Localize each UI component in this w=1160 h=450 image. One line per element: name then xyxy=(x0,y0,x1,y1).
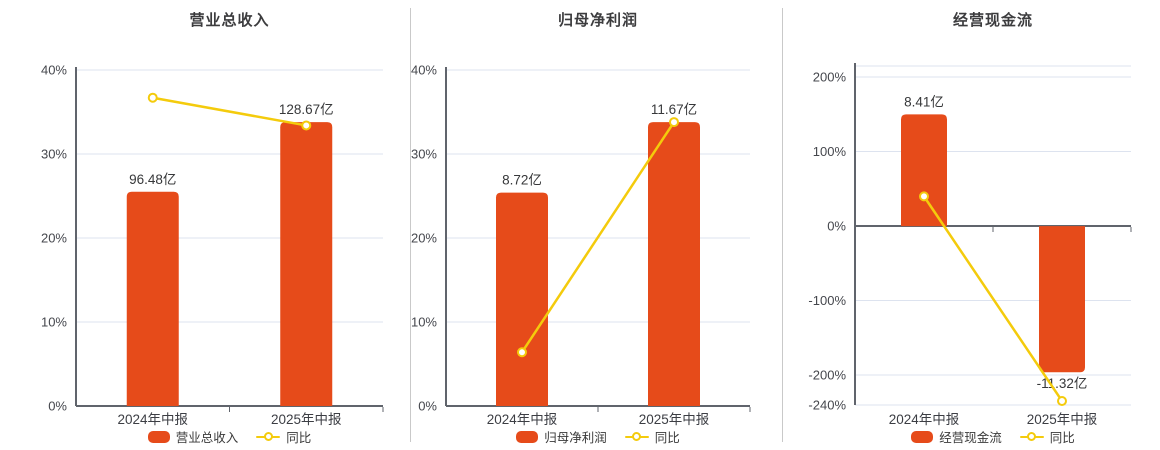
chart-panel-cash-flow: 经营现金流 200% 100% 0% -100% -200% -240% 8.41亿 -11.… xyxy=(782,0,1160,450)
legend-item-line[interactable]: 同比 xyxy=(624,427,680,446)
line-marker-icon xyxy=(1019,431,1044,443)
y-tick-label: -100% xyxy=(808,293,846,308)
category-label: 2025年中报 xyxy=(271,412,342,427)
y-tick-label: 0% xyxy=(827,219,846,234)
category-label: 2024年中报 xyxy=(117,412,188,427)
panel-divider xyxy=(410,8,411,442)
trend-point xyxy=(1057,395,1067,406)
y-tick-label: 100% xyxy=(813,144,847,159)
bar xyxy=(901,114,947,227)
trend-line xyxy=(151,96,308,127)
chart-canvas-1: 40% 30% 20% 10% 0% 8.72亿 11.67亿 2024年中报 2025年中报 xyxy=(411,63,751,427)
legend-line-label: 同比 xyxy=(1049,431,1075,445)
trend-point xyxy=(517,347,527,358)
panel-divider xyxy=(782,8,783,442)
chart-title: 归母净利润 xyxy=(557,12,638,29)
bar-value-label: 11.67亿 xyxy=(651,102,697,117)
y-tick-label: -240% xyxy=(808,398,846,413)
y-tick-label: 20% xyxy=(411,231,437,246)
legend-item-line[interactable]: 同比 xyxy=(1019,427,1075,446)
y-tick-label: 10% xyxy=(411,315,437,330)
y-tick-label: 0% xyxy=(48,399,67,414)
legend-item-bar[interactable]: 归母净利润 xyxy=(516,427,607,446)
bar xyxy=(496,192,548,406)
bar-value-label: 8.72亿 xyxy=(502,173,542,188)
category-label: 2024年中报 xyxy=(487,412,558,427)
bar xyxy=(280,122,333,406)
line-marker-icon xyxy=(624,431,649,443)
chart-canvas-2: 200% 100% 0% -100% -200% -240% 8.41亿 -11.32亿 202… xyxy=(808,63,1132,427)
bar-value-label: -11.32亿 xyxy=(1037,376,1088,391)
legend-item-bar[interactable]: 经营现金流 xyxy=(911,427,1002,446)
legend-line-label: 同比 xyxy=(286,431,312,445)
legend: 归母净利润 同比 xyxy=(446,428,750,445)
bar-swatch-icon xyxy=(911,430,934,443)
bar-swatch-icon xyxy=(147,430,170,443)
bar-swatch-icon xyxy=(516,430,539,443)
bar-value-label: 128.67亿 xyxy=(279,102,334,117)
trend-line xyxy=(922,195,1064,403)
y-tick-label: 40% xyxy=(411,63,437,78)
legend: 经营现金流 同比 xyxy=(855,428,1131,445)
bar-value-label: 96.48亿 xyxy=(129,172,176,187)
y-tick-label: 40% xyxy=(41,63,67,78)
y-tick-label: 200% xyxy=(813,70,847,85)
bar xyxy=(126,191,179,406)
bar xyxy=(648,122,700,406)
category-label: 2025年中报 xyxy=(639,412,710,427)
legend-bar-label: 营业总收入 xyxy=(175,431,239,445)
chart-title: 营业总收入 xyxy=(189,12,270,29)
chart-title: 经营现金流 xyxy=(952,12,1033,29)
chart-canvas-0: 40% 30% 20% 10% 0% 96.48亿 128.67亿 2024年中报 2025年中… xyxy=(41,63,384,427)
bar-value-label: 8.41亿 xyxy=(904,94,944,109)
legend-item-bar[interactable]: 营业总收入 xyxy=(147,427,239,446)
legend-bar-label: 归母净利润 xyxy=(544,431,607,445)
y-tick-label: -200% xyxy=(808,368,846,383)
category-label: 2024年中报 xyxy=(889,412,960,427)
y-tick-label: 20% xyxy=(41,231,67,246)
y-tick-label: 0% xyxy=(418,399,437,414)
legend-bar-label: 经营现金流 xyxy=(939,431,1002,445)
y-tick-label: 30% xyxy=(41,147,67,162)
legend-line-label: 同比 xyxy=(654,431,680,445)
trend-line xyxy=(520,120,676,354)
category-label: 2025年中报 xyxy=(1027,412,1098,427)
trend-point xyxy=(669,117,679,128)
legend-item-line[interactable]: 同比 xyxy=(256,427,311,446)
trend-point xyxy=(919,191,929,202)
y-tick-label: 30% xyxy=(411,147,437,162)
chart-panel-revenue: 营业总收入 40% 30% 20% 10% 0% 96.48亿 128.67亿 2024年中报… xyxy=(0,0,410,450)
trend-point xyxy=(147,92,158,103)
bar xyxy=(1039,226,1085,373)
chart-panel-net-profit: 归母净利润 40% 30% 20% 10% 0% 8.72亿 11.67亿 2024年中报 20… xyxy=(410,0,782,450)
legend: 营业总收入 同比 xyxy=(76,428,383,445)
line-marker-icon xyxy=(256,431,281,443)
trend-point xyxy=(301,120,312,131)
y-tick-label: 10% xyxy=(41,315,67,330)
